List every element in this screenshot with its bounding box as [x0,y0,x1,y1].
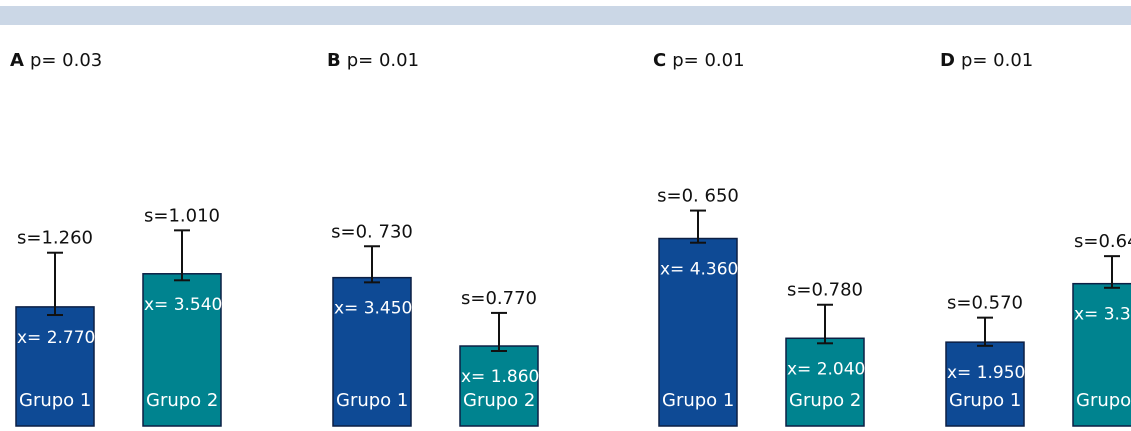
bar-2 [1072,282,1131,427]
sd-label: s=0.640 [1074,231,1131,252]
bar-1 [15,306,95,427]
bar-1 [945,341,1025,427]
group-label: Grupo 1 [662,390,734,411]
sd-label: s=0.770 [461,288,537,309]
p-value: p= 0.01 [961,50,1033,71]
sd-label: s=1.010 [144,205,220,226]
group-label: Grupo 2 [789,390,861,411]
p-value: p= 0.01 [672,50,744,71]
sd-label: s=0. 730 [331,221,413,242]
mean-label: x= 3.540 [144,295,222,315]
mean-label: x= 1.950 [947,363,1025,383]
panel-letter: C [653,50,666,71]
panel-letter: D [940,50,955,71]
p-value: p= 0.01 [347,50,419,71]
p-value: p= 0.03 [30,50,102,71]
bar-2 [142,273,222,427]
sd-label: s=0.570 [947,293,1023,314]
mean-label: x= 3.310 [1074,305,1131,325]
group-label: Grupo 1 [19,390,91,411]
panel-letter: B [327,50,341,71]
mean-label: x= 3.450 [334,299,412,319]
mean-label: x= 4.360 [660,260,738,280]
sd-label: s=1.260 [17,228,93,249]
sd-label: s=0.780 [787,280,863,301]
group-label: Grupo 2 [146,390,218,411]
panel-d: Dp= 0.01 s=0.570 x= 1.950 Grupo 1 s=0.640 x= … [940,50,1131,427]
group-label: Grupo 2 [1076,390,1131,411]
group-label: Grupo 1 [949,390,1021,411]
panel-letter: A [10,50,24,71]
group-label: Grupo 1 [336,390,408,411]
mean-label: x= 1.860 [461,367,539,387]
bar-2 [459,345,539,427]
sd-label: s=0. 650 [657,186,739,207]
bar-2 [785,337,865,427]
bar-1 [658,237,738,427]
mean-label: x= 2.040 [787,359,865,379]
group-label: Grupo 2 [463,390,535,411]
mean-label: x= 2.770 [17,328,95,348]
header-band [0,6,1131,25]
